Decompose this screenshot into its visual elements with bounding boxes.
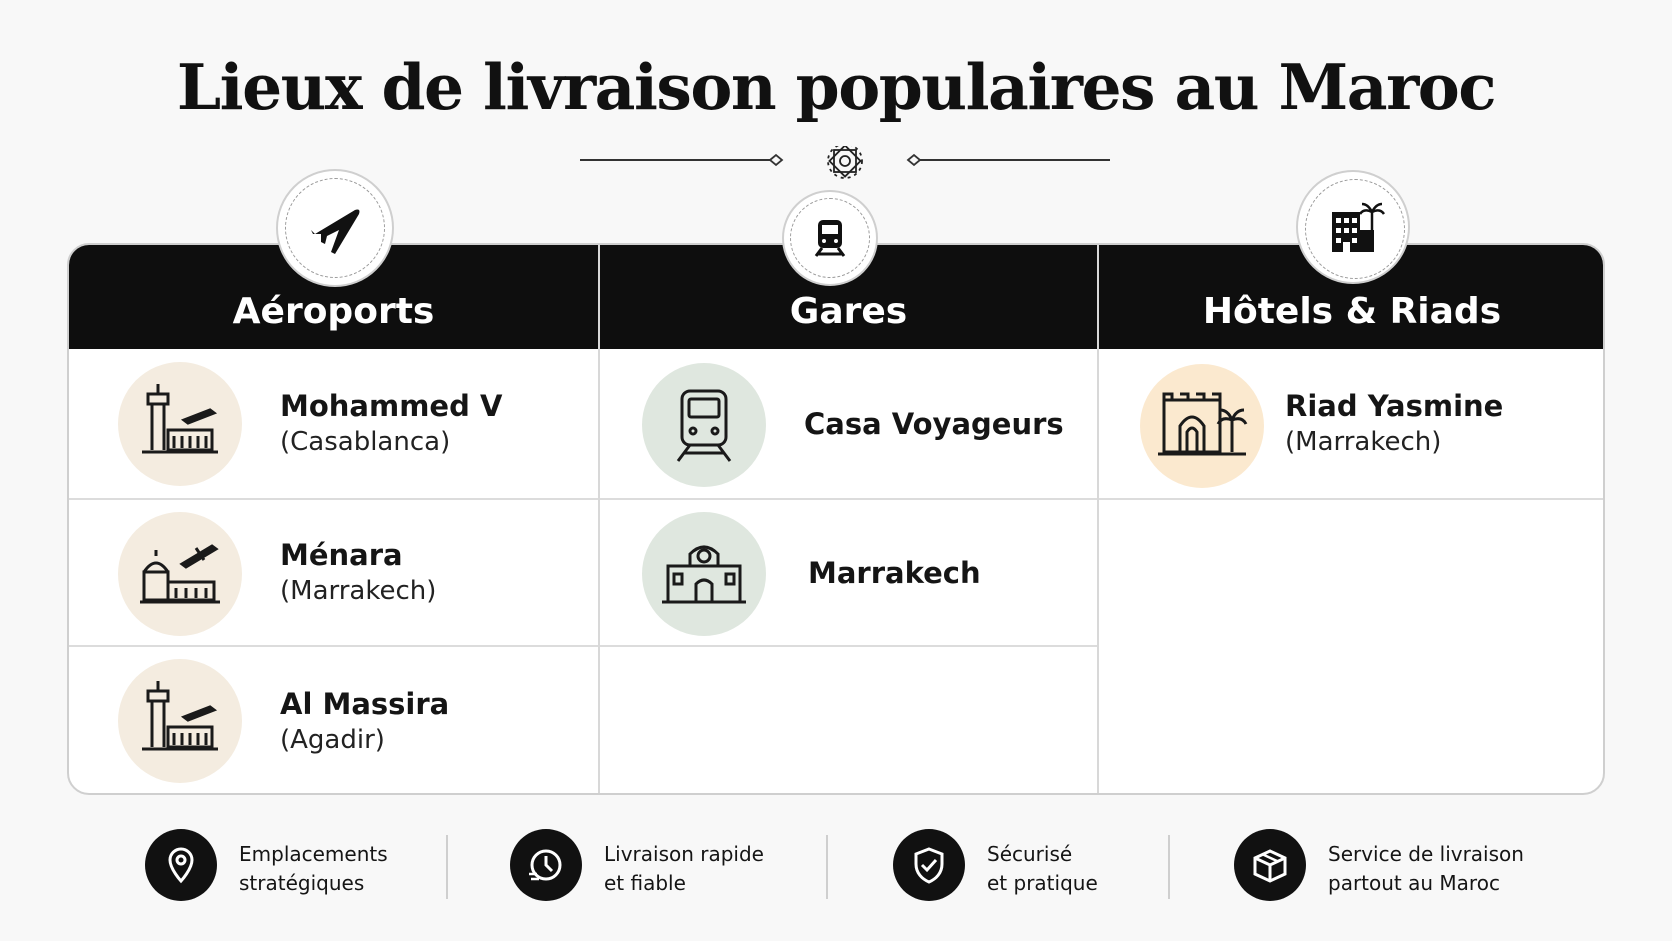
badge-airplane — [276, 169, 394, 287]
list-item[interactable]: Ménara (Marrakech) — [69, 500, 598, 647]
feature-item: Service de livraison partout au Maroc — [1234, 825, 1534, 905]
feature-item: Sécurisé et pratique — [893, 825, 1153, 905]
column-stations: Gares Casa Voyageurs — [600, 245, 1097, 793]
column-divider — [1097, 245, 1099, 793]
list-item[interactable]: Marrakech — [600, 500, 1097, 647]
location-pin-icon — [145, 829, 217, 901]
hotel-icon — [1332, 202, 1386, 252]
package-icon — [1234, 829, 1306, 901]
location-city: (Marrakech) — [280, 576, 437, 606]
feature-text: Service de livraison partout au Maroc — [1328, 842, 1524, 895]
airplane-icon — [311, 209, 360, 254]
location-name: Al Massira — [280, 687, 450, 721]
list-item[interactable]: Riad Yasmine (Marrakech) — [1099, 349, 1603, 500]
location-name: Riad Yasmine — [1285, 389, 1504, 423]
feature-item: Emplacements stratégiques — [145, 825, 405, 905]
feature-divider — [446, 835, 448, 899]
column-divider — [598, 245, 600, 793]
column-airports: Aéroports Mohammed V (Casablanca) — [69, 245, 598, 793]
feature-item: Livraison rapide et fiable — [510, 825, 770, 905]
feature-text: Sécurisé et pratique — [987, 842, 1098, 895]
page-title: Lieux de livraison populaires au Maroc — [176, 50, 1497, 124]
locations-table: Aéroports Mohammed V (Casablanca) — [67, 243, 1605, 795]
airport-tower-icon — [118, 659, 242, 783]
list-item[interactable]: Casa Voyageurs — [600, 349, 1097, 500]
location-city: (Marrakech) — [1285, 427, 1442, 457]
location-name: Marrakech — [808, 556, 981, 590]
location-city: (Agadir) — [280, 725, 385, 755]
train-icon — [814, 220, 846, 257]
airport-terminal-icon — [118, 512, 242, 636]
location-name: Casa Voyageurs — [804, 407, 1064, 441]
ornament-divider — [580, 146, 1110, 179]
list-item[interactable]: Al Massira (Agadir) — [69, 647, 598, 793]
station-building-icon — [642, 512, 766, 636]
badge-hotel — [1296, 170, 1410, 284]
location-city: (Casablanca) — [280, 427, 451, 457]
badge-train — [782, 190, 878, 286]
location-name: Mohammed V — [280, 389, 503, 423]
shield-check-icon — [893, 829, 965, 901]
riad-gate-icon — [1140, 364, 1264, 488]
list-item[interactable]: Mohammed V (Casablanca) — [69, 349, 598, 500]
train-front-icon — [642, 363, 766, 487]
location-name: Ménara — [280, 538, 403, 572]
column-hotels: Hôtels & Riads Riad Yasmine (Marrakech) — [1099, 245, 1603, 793]
airport-tower-icon — [118, 362, 242, 486]
feature-text: Emplacements stratégiques — [239, 842, 388, 895]
feature-divider — [1168, 835, 1170, 899]
feature-text: Livraison rapide et fiable — [604, 842, 764, 895]
clock-icon — [510, 829, 582, 901]
feature-divider — [826, 835, 828, 899]
features-bar: Emplacements stratégiques Livraison rapi… — [0, 825, 1672, 905]
